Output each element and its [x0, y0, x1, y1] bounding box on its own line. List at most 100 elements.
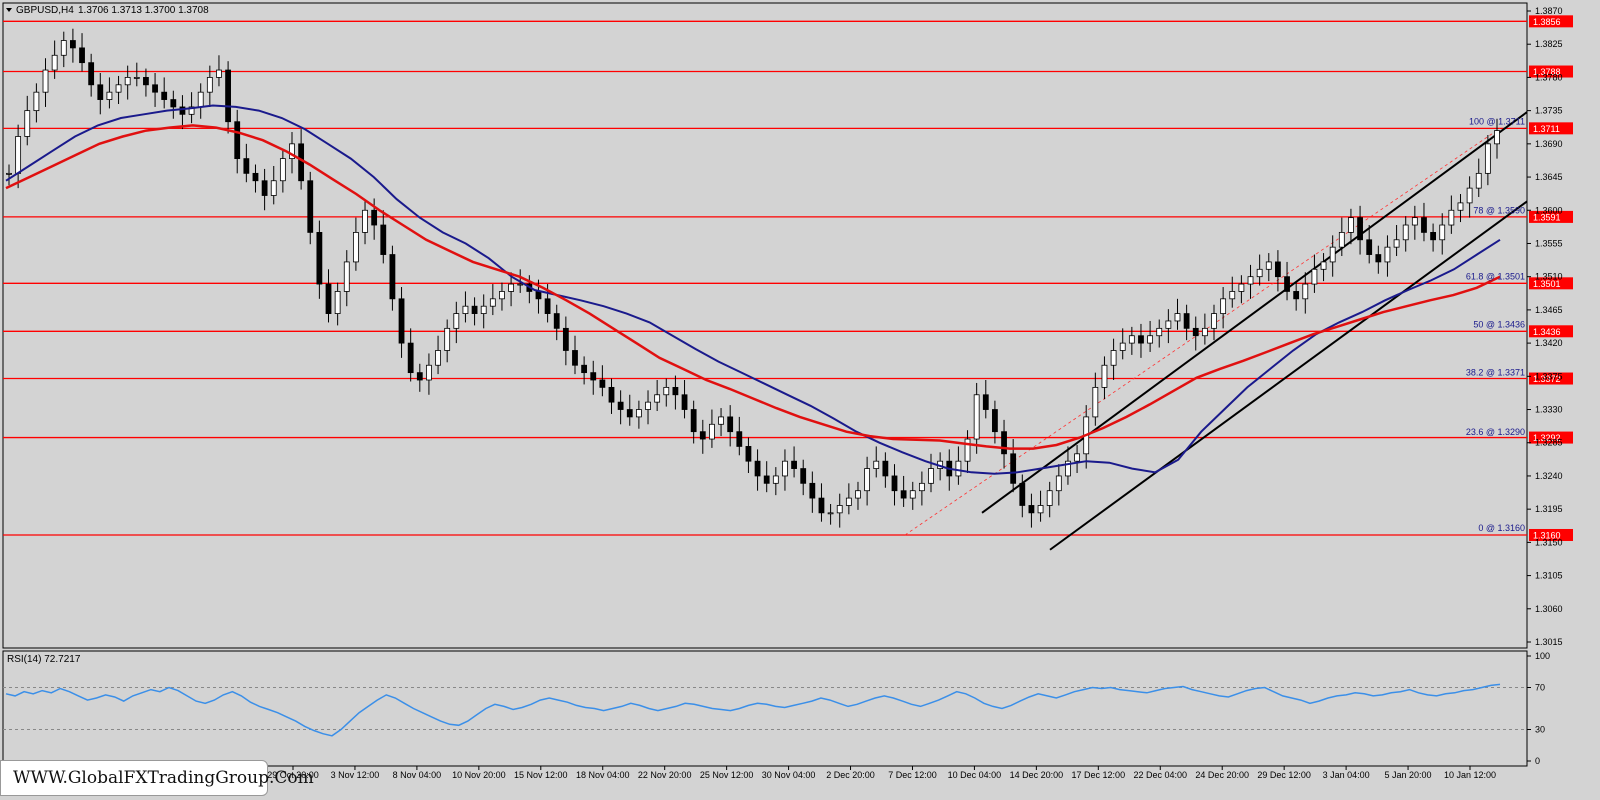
fib-label: 61.8 @ 1.3501 [1466, 271, 1525, 281]
candle-body [654, 394, 661, 403]
candle-body [736, 431, 743, 447]
candle-body [882, 460, 889, 477]
candle-body [1384, 246, 1391, 263]
candle-body [973, 394, 980, 440]
moving-averages [5, 104, 1501, 475]
rsi-gridlines [3, 687, 1527, 730]
candle-body [1366, 239, 1373, 255]
level-tag-bg [1529, 65, 1573, 78]
price-bars [6, 28, 1500, 528]
candle-body [352, 232, 359, 263]
ohlc-values: 1.3706 1.3713 1.3700 1.3708 [78, 5, 209, 16]
candle-body [462, 305, 469, 314]
time-tick-label: 22 Dec 04:00 [1133, 770, 1187, 780]
time-tick-label: 17 Dec 12:00 [1072, 770, 1126, 780]
price-tick-label: 1.3015 [1535, 637, 1563, 647]
time-tick-label: 8 Nov 04:00 [393, 770, 442, 780]
rsi-panel [2, 650, 1528, 767]
candle-body [225, 69, 231, 123]
dropdown-triangle-icon[interactable] [6, 8, 12, 12]
price-panel [2, 2, 1528, 649]
candle-body [161, 91, 168, 100]
candle-body [855, 490, 861, 499]
candle-body [70, 40, 76, 49]
fib-label: 78 @ 1.3590 [1473, 206, 1525, 216]
candle-body [1475, 172, 1482, 189]
candle-body [581, 364, 588, 374]
slow-moving-average [5, 124, 1501, 450]
candle-body [152, 84, 158, 93]
candle-body [718, 416, 724, 425]
candle-body [1238, 283, 1245, 292]
candle-body [1128, 335, 1135, 344]
symbol-timeframe: GBPUSD,H4 [16, 5, 74, 16]
price-tick-label: 1.3645 [1535, 172, 1563, 182]
candle-body [426, 364, 432, 381]
candle-body [1037, 505, 1044, 514]
candle-body [435, 350, 441, 366]
candle-body [727, 416, 734, 433]
candle-body [608, 386, 615, 403]
level-tag-label: 1.3436 [1533, 327, 1561, 337]
candle-body [517, 283, 524, 286]
time-tick-label: 10 Jan 12:00 [1444, 770, 1496, 780]
candle-body [827, 512, 834, 515]
candle-body [699, 431, 706, 440]
price-tick-label: 1.3420 [1535, 338, 1563, 348]
candle-body [444, 327, 451, 351]
fibonacci-labels: 100 @ 1.3711 78 @ 1.3590 61.8 @ 1.3501 50 @… [1466, 116, 1525, 533]
price-tick-label: 1.3825 [1535, 39, 1563, 49]
candle-body [645, 401, 651, 410]
candle-body [1220, 298, 1227, 314]
fast-moving-average [5, 104, 1501, 475]
candle-body [1466, 187, 1473, 204]
fib-label: 100 @ 1.3711 [1469, 116, 1525, 126]
candle-body [590, 372, 597, 381]
level-tag-bg [1529, 277, 1573, 290]
candle-body [1439, 224, 1446, 241]
price-tick-label: 1.3870 [1535, 6, 1563, 16]
time-tick-label: 3 Nov 12:00 [331, 770, 380, 780]
rsi-axis: 100 70 30 0 [1527, 651, 1550, 766]
candle-body [380, 224, 387, 255]
level-tag-bg [1529, 431, 1573, 444]
candle-body [663, 386, 670, 396]
candle-body [1357, 217, 1363, 241]
candle-body [407, 342, 414, 374]
level-tag-label: 1.3856 [1533, 17, 1561, 27]
candle-body [1165, 320, 1172, 329]
level-tag-bg [1529, 122, 1573, 135]
candle-body [480, 305, 487, 314]
level-tag-bg [1529, 372, 1573, 385]
candle-body [1019, 482, 1026, 506]
candle-body [1448, 209, 1455, 226]
candle-body [535, 291, 542, 300]
candle-body [1010, 453, 1017, 484]
candle-body [1302, 283, 1309, 300]
level-tag-label: 1.3711 [1533, 124, 1560, 134]
candle-body [252, 172, 259, 182]
candle-body [1402, 224, 1409, 241]
candle-body [115, 84, 122, 93]
candle-body [845, 497, 852, 506]
price-tick-label: 1.3240 [1535, 471, 1563, 481]
candle-body [289, 143, 295, 160]
candle-body [343, 261, 350, 292]
candle-body [1211, 313, 1217, 329]
candle-body [1147, 335, 1154, 344]
candle-body [453, 313, 460, 329]
candle-body [1065, 460, 1071, 477]
candle-body [362, 209, 368, 233]
candle-body [1156, 327, 1163, 337]
time-tick-label: 15 Nov 12:00 [514, 770, 568, 780]
candle-body [97, 84, 104, 100]
candle-body [754, 460, 761, 477]
candle-body [617, 401, 624, 410]
candle-body [553, 313, 560, 329]
level-tag-bg [1529, 325, 1573, 338]
price-tick-label: 1.3600 [1535, 205, 1563, 215]
candle-body [33, 91, 40, 112]
candle-body [1001, 431, 1007, 455]
price-tick-label: 1.3465 [1535, 305, 1563, 315]
